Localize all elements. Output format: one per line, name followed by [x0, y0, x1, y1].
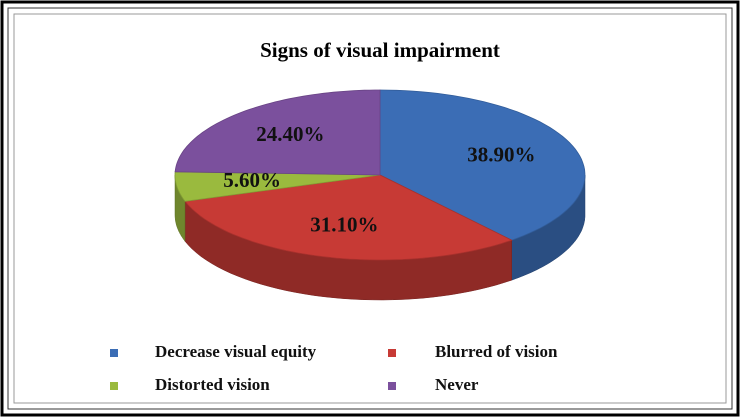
data-label: 38.90% [467, 143, 535, 167]
slice [379, 89, 586, 241]
legend-swatch [388, 349, 396, 357]
slice [184, 174, 513, 261]
slice [174, 89, 381, 176]
legend-label: Distorted vision [155, 375, 270, 394]
legend-swatch [110, 382, 118, 390]
legend-swatch [388, 382, 396, 390]
plot-frame [13, 13, 727, 404]
data-label: 31.10% [310, 212, 378, 236]
legend-label: Decrease visual equity [155, 342, 317, 361]
data-label: 24.40% [256, 122, 324, 146]
legend-label: Never [435, 375, 479, 394]
chart-title: Signs of visual impairment [260, 38, 500, 62]
legend-label: Blurred of vision [435, 342, 558, 361]
inner-frame [7, 7, 733, 410]
slice [174, 171, 381, 202]
legend-swatch [110, 349, 118, 357]
data-label: 5.60% [223, 168, 281, 192]
